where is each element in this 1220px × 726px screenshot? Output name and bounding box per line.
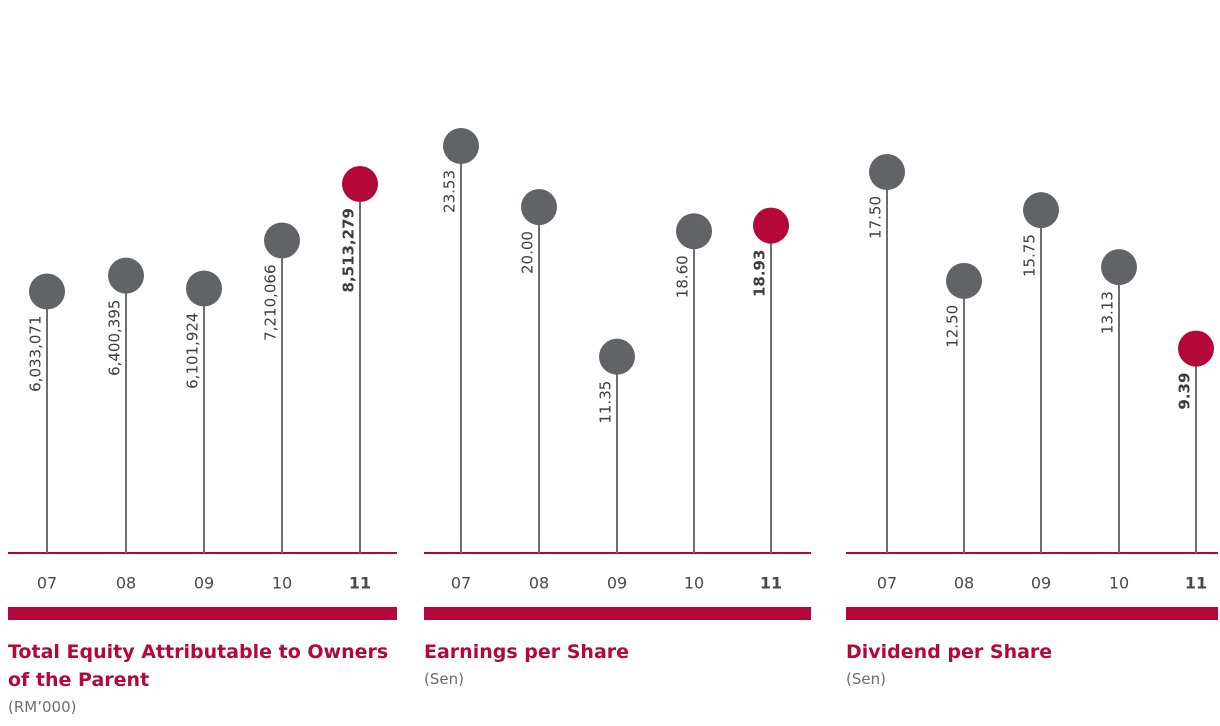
x-tick-label: 10 (684, 574, 704, 593)
dot (443, 128, 479, 164)
dot (264, 222, 300, 259)
chart-title: Earnings per Share (424, 641, 630, 663)
dot (946, 262, 982, 299)
dot (342, 166, 378, 202)
dot (1101, 249, 1137, 286)
x-tick-label: 08 (116, 574, 136, 593)
x-tick-label: 11 (760, 574, 782, 593)
chart-subtitle: (Sen) (424, 670, 464, 688)
x-tick-label: 08 (954, 574, 974, 593)
value-label: 18.93 (751, 250, 769, 297)
value-label: 6,400,395 (106, 300, 124, 376)
dot (521, 189, 557, 226)
dot (29, 273, 65, 310)
x-tick-label: 09 (1031, 574, 1051, 593)
value-label: 9.39 (1176, 373, 1194, 410)
x-tick-label: 07 (451, 574, 471, 593)
dot (1178, 330, 1214, 367)
dot (753, 207, 789, 244)
value-label: 17.50 (867, 196, 885, 239)
x-tick-label: 11 (349, 574, 371, 593)
value-label: 13.13 (1099, 291, 1117, 334)
value-label: 23.53 (441, 170, 459, 213)
value-label: 6,033,071 (27, 316, 45, 392)
accent-bar (846, 607, 1218, 620)
x-tick-label: 10 (272, 574, 292, 593)
chart-title: Total Equity Attributable to Owners of t… (8, 641, 389, 691)
value-label: 8,513,279 (340, 208, 358, 292)
dot (599, 338, 635, 375)
x-tick-label: 09 (607, 574, 627, 593)
dot (869, 154, 905, 190)
value-label: 20.00 (519, 231, 537, 274)
value-label: 12.50 (944, 305, 962, 348)
dot (676, 213, 712, 250)
value-label: 11.35 (597, 381, 615, 424)
accent-bar (8, 607, 397, 620)
dot (1023, 192, 1059, 229)
x-tick-label: 07 (37, 574, 57, 593)
value-label: 18.60 (674, 255, 692, 298)
chart-subtitle: (Sen) (846, 670, 886, 688)
accent-bar (424, 607, 811, 620)
x-tick-label: 08 (529, 574, 549, 593)
dot (186, 270, 222, 307)
chart-subtitle: (RM’000) (8, 698, 77, 716)
x-tick-label: 09 (194, 574, 214, 593)
value-label: 15.75 (1021, 234, 1039, 277)
value-label: 6,101,924 (184, 313, 202, 389)
value-label: 7,210,066 (262, 264, 280, 340)
chart-title: Dividend per Share (846, 641, 1053, 663)
dot (108, 257, 144, 294)
x-tick-label: 07 (877, 574, 897, 593)
x-tick-label: 11 (1185, 574, 1207, 593)
x-tick-label: 10 (1109, 574, 1129, 593)
